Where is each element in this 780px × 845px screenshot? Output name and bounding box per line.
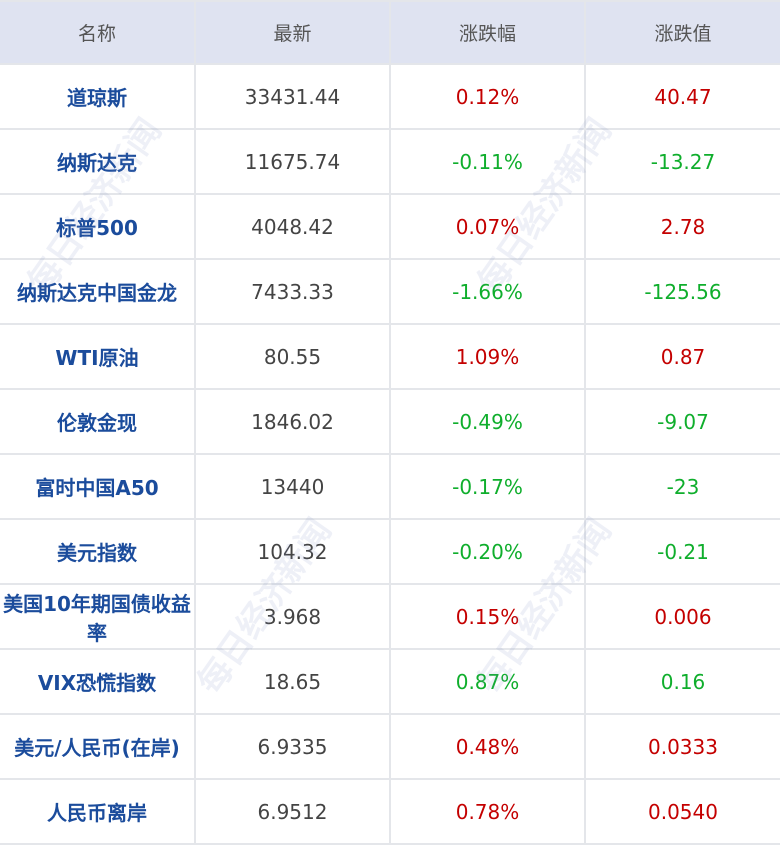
name-cell: 富时中国A50 bbox=[0, 453, 196, 520]
change-val-cell: 40.47 bbox=[584, 63, 780, 130]
change-pct-cell: 0.87% bbox=[389, 648, 586, 715]
change-val-cell: 0.16 bbox=[584, 648, 780, 715]
change-pct-cell: 0.12% bbox=[389, 63, 586, 130]
name-cell: 道琼斯 bbox=[0, 63, 196, 130]
name-cell: 人民币离岸 bbox=[0, 778, 196, 845]
change-pct-cell: -0.49% bbox=[389, 388, 586, 455]
table-row: 纳斯达克中国金龙 7433.33 -1.66% -125.56 bbox=[0, 258, 780, 325]
name-cell: 美元/人民币(在岸) bbox=[0, 713, 196, 780]
header-change-pct: 涨跌幅 bbox=[389, 0, 586, 65]
name-cell: 伦敦金现 bbox=[0, 388, 196, 455]
name-cell: WTI原油 bbox=[0, 323, 196, 390]
latest-cell: 6.9512 bbox=[194, 778, 391, 845]
table-row: 美国10年期国债收益率 3.968 0.15% 0.006 bbox=[0, 583, 780, 650]
latest-cell: 80.55 bbox=[194, 323, 391, 390]
change-pct-cell: 0.48% bbox=[389, 713, 586, 780]
change-val-cell: 2.78 bbox=[584, 193, 780, 260]
change-val-cell: 0.006 bbox=[584, 583, 780, 650]
change-pct-cell: 0.78% bbox=[389, 778, 586, 845]
name-cell: 纳斯达克 bbox=[0, 128, 196, 195]
table-row: 美元/人民币(在岸) 6.9335 0.48% 0.0333 bbox=[0, 713, 780, 780]
latest-cell: 1846.02 bbox=[194, 388, 391, 455]
change-pct-cell: 0.07% bbox=[389, 193, 586, 260]
change-pct-cell: 0.15% bbox=[389, 583, 586, 650]
name-cell: 美国10年期国债收益率 bbox=[0, 583, 196, 650]
latest-cell: 13440 bbox=[194, 453, 391, 520]
change-val-cell: 0.0540 bbox=[584, 778, 780, 845]
latest-cell: 33431.44 bbox=[194, 63, 391, 130]
table-header: 名称 最新 涨跌幅 涨跌值 bbox=[0, 0, 780, 65]
table-row: WTI原油 80.55 1.09% 0.87 bbox=[0, 323, 780, 390]
latest-cell: 4048.42 bbox=[194, 193, 391, 260]
table-row: 标普500 4048.42 0.07% 2.78 bbox=[0, 193, 780, 260]
table-row: VIX恐慌指数 18.65 0.87% 0.16 bbox=[0, 648, 780, 715]
name-cell: 美元指数 bbox=[0, 518, 196, 585]
change-val-cell: 0.87 bbox=[584, 323, 780, 390]
change-val-cell: -0.21 bbox=[584, 518, 780, 585]
header-change-val: 涨跌值 bbox=[584, 0, 780, 65]
latest-cell: 18.65 bbox=[194, 648, 391, 715]
latest-cell: 3.968 bbox=[194, 583, 391, 650]
table-row: 富时中国A50 13440 -0.17% -23 bbox=[0, 453, 780, 520]
header-name: 名称 bbox=[0, 0, 196, 65]
change-val-cell: -13.27 bbox=[584, 128, 780, 195]
name-cell: 纳斯达克中国金龙 bbox=[0, 258, 196, 325]
change-val-cell: -9.07 bbox=[584, 388, 780, 455]
table-row: 纳斯达克 11675.74 -0.11% -13.27 bbox=[0, 128, 780, 195]
change-val-cell: 0.0333 bbox=[584, 713, 780, 780]
table-row: 人民币离岸 6.9512 0.78% 0.0540 bbox=[0, 778, 780, 845]
table-row: 美元指数 104.32 -0.20% -0.21 bbox=[0, 518, 780, 585]
latest-cell: 6.9335 bbox=[194, 713, 391, 780]
change-pct-cell: -0.11% bbox=[389, 128, 586, 195]
latest-cell: 11675.74 bbox=[194, 128, 391, 195]
table-row: 道琼斯 33431.44 0.12% 40.47 bbox=[0, 63, 780, 130]
change-val-cell: -125.56 bbox=[584, 258, 780, 325]
header-latest: 最新 bbox=[194, 0, 391, 65]
latest-cell: 7433.33 bbox=[194, 258, 391, 325]
name-cell: 标普500 bbox=[0, 193, 196, 260]
change-val-cell: -23 bbox=[584, 453, 780, 520]
name-cell: VIX恐慌指数 bbox=[0, 648, 196, 715]
change-pct-cell: -1.66% bbox=[389, 258, 586, 325]
change-pct-cell: -0.20% bbox=[389, 518, 586, 585]
change-pct-cell: 1.09% bbox=[389, 323, 586, 390]
change-pct-cell: -0.17% bbox=[389, 453, 586, 520]
latest-cell: 104.32 bbox=[194, 518, 391, 585]
table-row: 伦敦金现 1846.02 -0.49% -9.07 bbox=[0, 388, 780, 455]
